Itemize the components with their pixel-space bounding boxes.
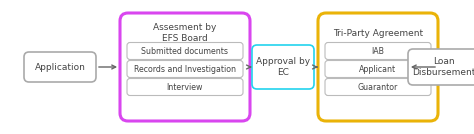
Text: Records and Investigation: Records and Investigation <box>134 64 236 74</box>
FancyBboxPatch shape <box>325 42 431 59</box>
FancyBboxPatch shape <box>318 13 438 121</box>
FancyBboxPatch shape <box>408 49 474 85</box>
Text: Assesment by
EFS Board: Assesment by EFS Board <box>153 23 217 43</box>
FancyBboxPatch shape <box>325 60 431 77</box>
Text: Applicant: Applicant <box>359 64 397 74</box>
FancyBboxPatch shape <box>127 60 243 77</box>
Text: IAB: IAB <box>372 46 384 55</box>
FancyBboxPatch shape <box>120 13 250 121</box>
FancyBboxPatch shape <box>252 45 314 89</box>
Text: Tri-Party Agreement: Tri-Party Agreement <box>333 29 423 38</box>
FancyBboxPatch shape <box>24 52 96 82</box>
FancyBboxPatch shape <box>127 42 243 59</box>
Text: Interview: Interview <box>167 83 203 92</box>
Text: Submitted documents: Submitted documents <box>142 46 228 55</box>
Text: Loan
Disbursement: Loan Disbursement <box>412 57 474 77</box>
Text: Approval by
EC: Approval by EC <box>256 57 310 77</box>
Text: Application: Application <box>35 62 85 72</box>
FancyBboxPatch shape <box>127 79 243 96</box>
FancyBboxPatch shape <box>325 79 431 96</box>
Text: Guarantor: Guarantor <box>358 83 398 92</box>
